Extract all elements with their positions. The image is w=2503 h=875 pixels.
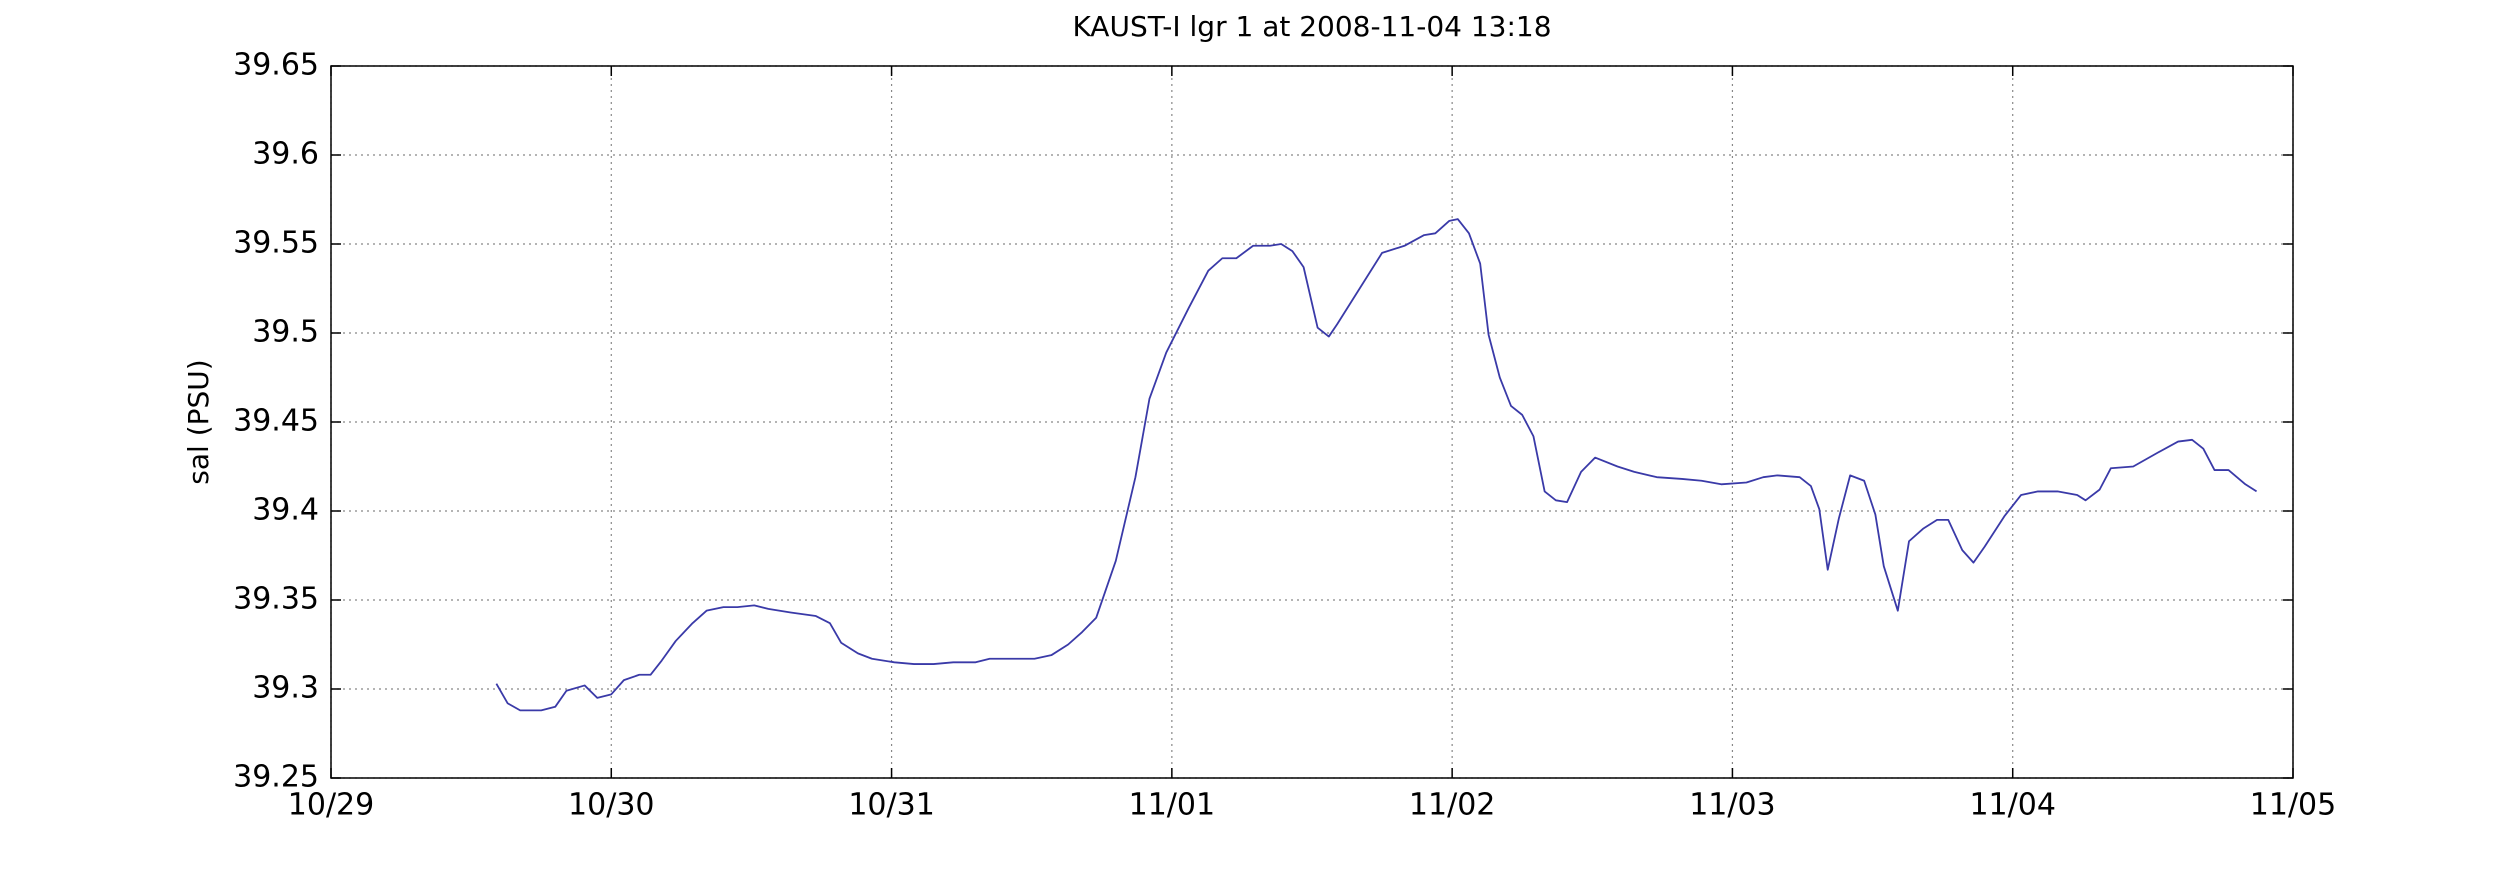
y-tick-label: 39.6 xyxy=(252,137,319,172)
x-tick-label: 11/04 xyxy=(1969,788,2055,823)
x-tick-label: 11/01 xyxy=(1129,788,1215,823)
plot-frame xyxy=(330,65,2294,779)
x-tick-label: 10/29 xyxy=(288,788,374,823)
y-tick-label: 39.4 xyxy=(252,493,319,528)
chart-title: KAUST-I lgr 1 at 2008-11-04 13:18 xyxy=(1072,10,1551,43)
x-tick-label: 11/02 xyxy=(1409,788,1495,823)
x-tick-label: 10/31 xyxy=(848,788,934,823)
x-tick-label: 10/30 xyxy=(568,788,654,823)
y-tick-label: 39.65 xyxy=(233,48,319,83)
y-tick-label: 39.35 xyxy=(233,582,319,617)
y-tick-label: 39.45 xyxy=(233,404,319,439)
x-tick-label: 11/05 xyxy=(2250,788,2336,823)
data-line xyxy=(495,218,2258,712)
y-tick-label: 39.25 xyxy=(233,760,319,795)
y-tick-label: 39.55 xyxy=(233,226,319,261)
x-tick-label: 11/03 xyxy=(1689,788,1775,823)
y-axis-label: sal (PSU) xyxy=(182,359,215,484)
y-tick-label: 39.3 xyxy=(252,671,319,706)
y-tick-label: 39.5 xyxy=(252,315,319,350)
